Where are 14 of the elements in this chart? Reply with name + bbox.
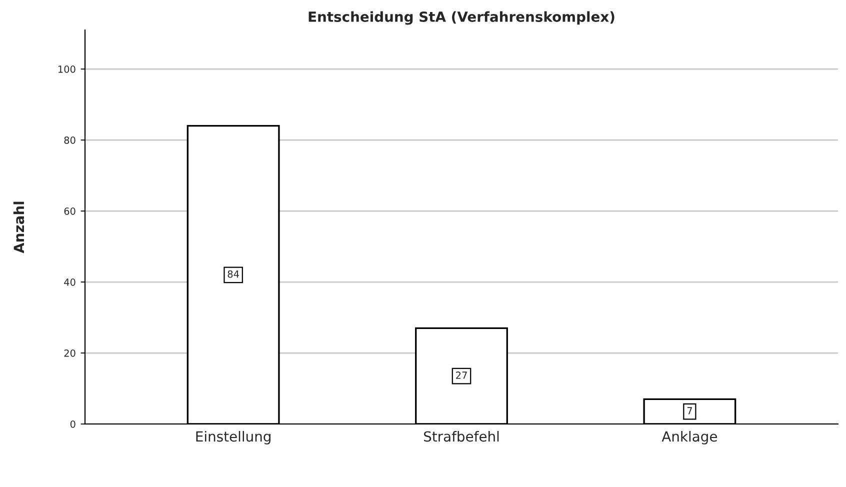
x-tick-label: Anklage xyxy=(662,430,717,444)
data-label: 84 xyxy=(228,270,239,278)
chart-title: Entscheidung StA (Verfahrenskomplex) xyxy=(308,11,614,25)
y-tick-label: 0 xyxy=(70,420,76,428)
y-tick-label: 80 xyxy=(64,136,76,144)
y-tick-label: 100 xyxy=(58,66,76,73)
data-label: 27 xyxy=(456,372,467,379)
y-tick-label: 40 xyxy=(64,278,76,286)
y-tick-label: 20 xyxy=(64,349,76,357)
data-label: 7 xyxy=(687,407,692,414)
x-tick-label: Einstellung xyxy=(196,430,270,444)
y-tick-label: 60 xyxy=(64,208,76,215)
y-axis-title: Anzahl xyxy=(13,202,24,254)
x-tick-label: Strafbefehl xyxy=(424,430,499,442)
